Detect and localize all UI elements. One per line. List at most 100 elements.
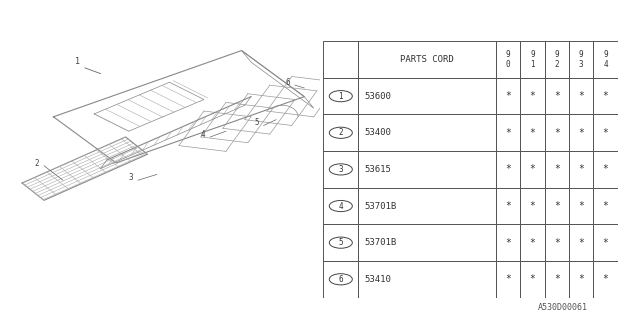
Text: *: * — [578, 91, 584, 101]
Bar — [520, 188, 545, 224]
Text: *: * — [554, 128, 560, 138]
Text: *: * — [554, 274, 560, 284]
Text: *: * — [505, 201, 511, 211]
Bar — [593, 115, 618, 151]
Bar — [496, 224, 520, 261]
Text: *: * — [554, 91, 560, 101]
Text: *: * — [505, 164, 511, 174]
Text: 1: 1 — [76, 57, 81, 66]
Bar — [545, 115, 569, 151]
Bar — [593, 151, 618, 188]
Bar — [593, 261, 618, 298]
Bar — [358, 78, 496, 115]
Bar — [545, 224, 569, 261]
Text: 9
1: 9 1 — [530, 50, 535, 69]
Text: *: * — [602, 201, 609, 211]
Bar — [323, 261, 358, 298]
Text: *: * — [529, 91, 536, 101]
Bar — [545, 78, 569, 115]
Bar — [496, 41, 520, 78]
Text: 4: 4 — [339, 202, 343, 211]
Text: *: * — [529, 238, 536, 248]
Bar — [520, 41, 545, 78]
Text: 2: 2 — [339, 128, 343, 137]
Text: *: * — [554, 238, 560, 248]
Bar — [569, 78, 593, 115]
Bar — [569, 115, 593, 151]
Bar — [569, 224, 593, 261]
Text: *: * — [529, 164, 536, 174]
Text: 2: 2 — [35, 159, 39, 168]
Text: *: * — [602, 164, 609, 174]
Bar — [569, 41, 593, 78]
Bar — [520, 78, 545, 115]
Text: 3: 3 — [129, 173, 133, 182]
Bar — [593, 188, 618, 224]
Text: PARTS CORD: PARTS CORD — [401, 55, 454, 64]
Text: *: * — [529, 128, 536, 138]
Text: *: * — [529, 201, 536, 211]
Text: *: * — [578, 201, 584, 211]
Text: 9
2: 9 2 — [554, 50, 559, 69]
Text: 5: 5 — [339, 238, 343, 247]
Bar — [520, 224, 545, 261]
Text: 1: 1 — [339, 92, 343, 101]
Bar — [569, 151, 593, 188]
Bar — [323, 224, 358, 261]
Text: 4: 4 — [201, 130, 205, 139]
Bar — [520, 151, 545, 188]
Text: *: * — [602, 238, 609, 248]
Text: *: * — [505, 128, 511, 138]
Text: *: * — [602, 128, 609, 138]
Bar — [323, 188, 358, 224]
Bar — [496, 151, 520, 188]
Bar — [496, 78, 520, 115]
Text: *: * — [554, 164, 560, 174]
Text: A530D00061: A530D00061 — [538, 303, 588, 312]
Text: *: * — [602, 91, 609, 101]
Bar — [323, 115, 358, 151]
Text: 6: 6 — [285, 78, 290, 87]
Bar — [545, 41, 569, 78]
Text: 9
3: 9 3 — [579, 50, 584, 69]
Text: 9
4: 9 4 — [603, 50, 608, 69]
Text: *: * — [578, 164, 584, 174]
Bar — [358, 261, 496, 298]
Bar — [593, 224, 618, 261]
Bar — [545, 261, 569, 298]
Bar — [358, 115, 496, 151]
Text: 9
0: 9 0 — [506, 50, 511, 69]
Text: *: * — [578, 238, 584, 248]
Bar — [593, 41, 618, 78]
Text: *: * — [554, 201, 560, 211]
Text: 5: 5 — [254, 118, 259, 127]
Bar — [323, 78, 358, 115]
Bar — [520, 115, 545, 151]
Text: *: * — [578, 128, 584, 138]
Bar — [358, 41, 496, 78]
Text: *: * — [529, 274, 536, 284]
Bar — [569, 188, 593, 224]
Text: 53410: 53410 — [365, 275, 392, 284]
Text: 53600: 53600 — [365, 92, 392, 101]
Bar — [496, 115, 520, 151]
Text: *: * — [505, 91, 511, 101]
Bar — [569, 261, 593, 298]
Bar — [593, 78, 618, 115]
Bar — [545, 151, 569, 188]
Bar — [496, 188, 520, 224]
Text: *: * — [578, 274, 584, 284]
Text: 53701B: 53701B — [365, 238, 397, 247]
Bar — [358, 188, 496, 224]
Text: *: * — [602, 274, 609, 284]
Text: 3: 3 — [339, 165, 343, 174]
Text: *: * — [505, 274, 511, 284]
Bar — [358, 224, 496, 261]
Text: *: * — [505, 238, 511, 248]
Text: 53400: 53400 — [365, 128, 392, 137]
Bar — [496, 261, 520, 298]
Bar — [358, 151, 496, 188]
Bar — [520, 261, 545, 298]
Bar — [545, 188, 569, 224]
Bar — [323, 151, 358, 188]
